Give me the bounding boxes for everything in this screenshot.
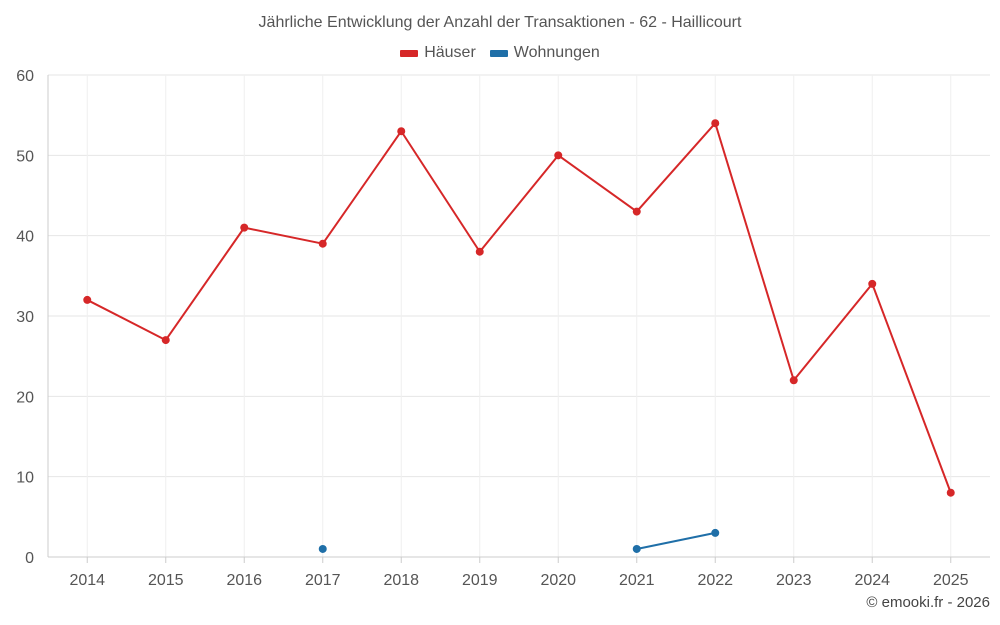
y-tick-label: 40 bbox=[16, 229, 34, 246]
data-point-wohnungen bbox=[632, 544, 641, 553]
data-point-haeuser bbox=[946, 488, 955, 497]
x-tick-label: 2021 bbox=[619, 572, 655, 589]
data-point-haeuser bbox=[161, 336, 170, 345]
x-tick-label: 2017 bbox=[305, 572, 341, 589]
y-tick-label: 60 bbox=[16, 68, 34, 85]
legend-item-haeuser[interactable]: Häuser bbox=[400, 44, 476, 62]
data-point-haeuser bbox=[240, 223, 249, 232]
series-line-haeuser bbox=[478, 154, 560, 253]
data-point-wohnungen bbox=[318, 544, 327, 553]
data-point-haeuser bbox=[397, 127, 406, 136]
data-point-haeuser bbox=[83, 295, 92, 304]
x-tick-label: 2014 bbox=[69, 572, 105, 589]
legend: Häuser Wohnungen bbox=[0, 44, 1000, 62]
legend-swatch-wohnungen bbox=[489, 49, 508, 57]
series-line-haeuser bbox=[243, 226, 324, 245]
y-tick-label: 0 bbox=[25, 550, 34, 567]
series-line-haeuser bbox=[635, 122, 717, 213]
series-line-haeuser bbox=[714, 122, 795, 382]
x-tick-label: 2024 bbox=[854, 572, 890, 589]
chart-title: Jährliche Entwicklung der Anzahl der Tra… bbox=[258, 14, 742, 31]
x-tick-label: 2020 bbox=[540, 572, 576, 589]
data-point-haeuser bbox=[632, 207, 641, 216]
x-tick-label: 2015 bbox=[148, 572, 184, 589]
x-tick-label: 2018 bbox=[383, 572, 419, 589]
x-tick-label: 2016 bbox=[226, 572, 262, 589]
y-tick-label: 10 bbox=[16, 470, 34, 487]
series-line-haeuser bbox=[86, 298, 167, 342]
series-line-haeuser bbox=[164, 226, 246, 342]
credit-text: © emooki.fr - 2026 bbox=[866, 594, 990, 611]
series-line-haeuser bbox=[400, 130, 481, 253]
data-point-haeuser bbox=[318, 239, 327, 248]
series-line-haeuser bbox=[792, 282, 874, 382]
legend-swatch-haeuser bbox=[400, 49, 419, 57]
data-point-haeuser bbox=[475, 247, 484, 256]
data-point-haeuser bbox=[789, 376, 798, 385]
x-tick-label: 2025 bbox=[933, 572, 969, 589]
series-line-haeuser bbox=[871, 282, 952, 494]
x-tick-label: 2019 bbox=[462, 572, 498, 589]
legend-label-wohnungen: Wohnungen bbox=[513, 44, 600, 61]
series-line-wohnungen bbox=[635, 531, 717, 550]
legend-item-wohnungen[interactable]: Wohnungen bbox=[489, 44, 600, 62]
legend-label-haeuser: Häuser bbox=[424, 44, 476, 61]
y-tick-label: 30 bbox=[16, 309, 34, 326]
x-tick-label: 2022 bbox=[697, 572, 733, 589]
data-point-haeuser bbox=[868, 279, 877, 288]
data-point-wohnungen bbox=[711, 528, 720, 537]
series-line-haeuser bbox=[321, 130, 403, 245]
data-point-haeuser bbox=[711, 119, 720, 128]
y-tick-label: 50 bbox=[16, 148, 34, 165]
x-tick-label: 2023 bbox=[776, 572, 812, 589]
data-point-haeuser bbox=[554, 151, 563, 160]
y-tick-label: 20 bbox=[16, 389, 34, 406]
series-line-haeuser bbox=[557, 154, 638, 213]
